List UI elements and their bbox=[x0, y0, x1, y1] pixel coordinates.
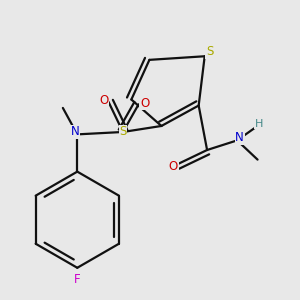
Text: F: F bbox=[74, 273, 81, 286]
Text: N: N bbox=[235, 131, 244, 145]
Text: N: N bbox=[70, 125, 79, 139]
Text: S: S bbox=[119, 125, 127, 139]
Text: H: H bbox=[255, 118, 263, 129]
Text: O: O bbox=[140, 97, 149, 110]
Text: S: S bbox=[206, 45, 213, 58]
Text: O: O bbox=[169, 160, 178, 173]
Text: O: O bbox=[99, 94, 108, 107]
